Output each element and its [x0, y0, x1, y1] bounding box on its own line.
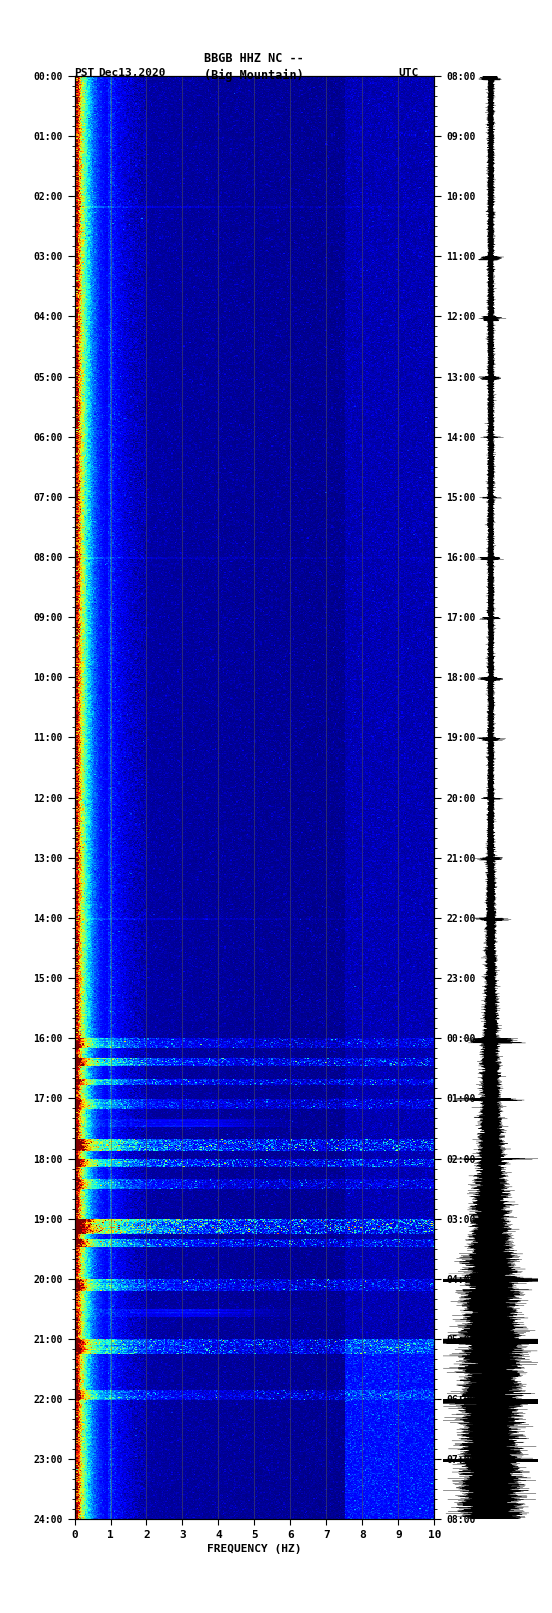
Text: PST: PST [75, 68, 95, 77]
Text: ≈USGS: ≈USGS [7, 3, 66, 18]
Text: UTC: UTC [399, 68, 419, 77]
Text: BBGB HHZ NC --: BBGB HHZ NC -- [204, 52, 304, 65]
Text: (Big Mountain): (Big Mountain) [204, 69, 304, 82]
X-axis label: FREQUENCY (HZ): FREQUENCY (HZ) [207, 1544, 302, 1553]
Text: Dec13,2020: Dec13,2020 [98, 68, 166, 77]
